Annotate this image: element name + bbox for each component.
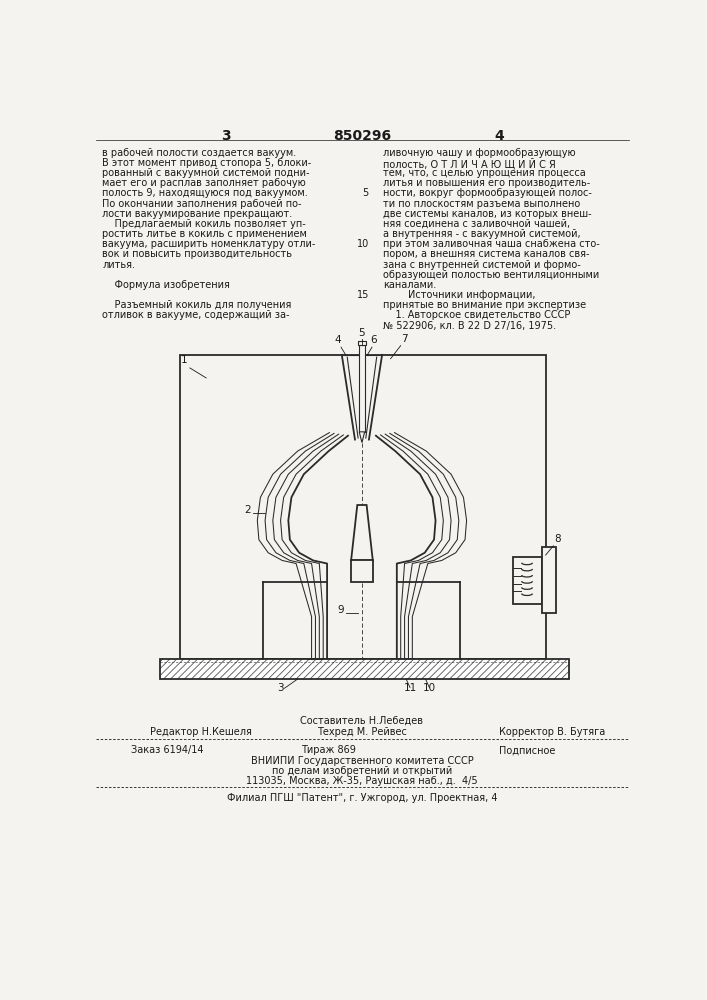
Text: зана с внутренней системой и формо-: зана с внутренней системой и формо-: [383, 260, 580, 270]
Text: В этот момент привод стопора 5, блоки-: В этот момент привод стопора 5, блоки-: [103, 158, 312, 168]
Text: пором, а внешняя система каналов свя-: пором, а внешняя система каналов свя-: [383, 249, 590, 259]
Text: 10: 10: [356, 239, 369, 249]
Text: литья и повышения его производитель-: литья и повышения его производитель-: [383, 178, 590, 188]
Polygon shape: [359, 432, 365, 443]
Text: 10: 10: [423, 683, 436, 693]
Text: 15: 15: [356, 290, 369, 300]
Text: 9: 9: [337, 605, 344, 615]
Text: лости вакуумирование прекращают.: лости вакуумирование прекращают.: [103, 209, 293, 219]
Text: Заказ 6194/14: Заказ 6194/14: [131, 745, 204, 755]
Text: 5: 5: [358, 328, 365, 338]
Text: при этом заливочная чаша снабжена сто-: при этом заливочная чаша снабжена сто-: [383, 239, 600, 249]
Text: тем, что, с целью упрощения процесса: тем, что, с целью упрощения процесса: [383, 168, 585, 178]
Text: Техред М. Рейвес: Техред М. Рейвес: [317, 727, 407, 737]
Text: ти по плоскостям разъема выполнено: ти по плоскостям разъема выполнено: [383, 199, 580, 209]
Text: а внутренняя - с вакуумной системой,: а внутренняя - с вакуумной системой,: [383, 229, 580, 239]
Text: 3: 3: [277, 683, 284, 693]
Text: принятые во внимание при экспертизе: принятые во внимание при экспертизе: [383, 300, 586, 310]
Text: 5: 5: [363, 188, 369, 198]
Text: 1: 1: [181, 355, 188, 365]
Text: 113035, Москва, Ж-35, Раушская наб., д.  4/5: 113035, Москва, Ж-35, Раушская наб., д. …: [246, 776, 478, 786]
Text: Корректор В. Бутяга: Корректор В. Бутяга: [499, 727, 605, 737]
Text: 1. Авторское свидетельство СССР: 1. Авторское свидетельство СССР: [383, 310, 571, 320]
Text: вакуума, расширить номенклатуру отли-: вакуума, расширить номенклатуру отли-: [103, 239, 316, 249]
Text: Составитель Н.Лебедев: Составитель Н.Лебедев: [300, 716, 423, 726]
Bar: [513, 557, 542, 604]
Text: ВНИИПИ Государственного комитета СССР: ВНИИПИ Государственного комитета СССР: [250, 756, 473, 766]
Text: две системы каналов, из которых внеш-: две системы каналов, из которых внеш-: [383, 209, 592, 219]
Text: полость, О Т Л И Ч А Ю Щ И Й С Я: полость, О Т Л И Ч А Ю Щ И Й С Я: [383, 158, 556, 170]
Bar: [359, 345, 365, 432]
Text: литья.: литья.: [103, 260, 135, 270]
Text: 3: 3: [221, 129, 230, 143]
Text: отливок в вакууме, содержащий за-: отливок в вакууме, содержащий за-: [103, 310, 290, 320]
Text: Филиал ПГШ "Патент", г. Ужгород, ул. Проектная, 4: Филиал ПГШ "Патент", г. Ужгород, ул. Про…: [227, 793, 497, 803]
Text: 7: 7: [402, 334, 408, 344]
Text: Разъемный кокиль для получения: Разъемный кокиль для получения: [103, 300, 292, 310]
Text: ности, вокруг формообразующей полос-: ности, вокруг формообразующей полос-: [383, 188, 592, 198]
Text: ливочную чашу и формообразующую: ливочную чашу и формообразующую: [383, 148, 575, 158]
Text: Тираж 869: Тираж 869: [301, 745, 356, 755]
Text: По окончании заполнения рабочей по-: По окончании заполнения рабочей по-: [103, 199, 302, 209]
Text: мает его и расплав заполняет рабочую: мает его и расплав заполняет рабочую: [103, 178, 306, 188]
Polygon shape: [351, 505, 373, 560]
Text: Предлагаемый кокиль позволяет уп-: Предлагаемый кокиль позволяет уп-: [103, 219, 306, 229]
Text: образующей полостью вентиляционными: образующей полостью вентиляционными: [383, 270, 599, 280]
Text: Формула изобретения: Формула изобретения: [103, 280, 230, 290]
Text: 11: 11: [404, 683, 416, 693]
Bar: [351, 560, 373, 582]
Text: рованный с вакуумной системой подни-: рованный с вакуумной системой подни-: [103, 168, 310, 178]
Text: полость 9, находящуюся под вакуумом.: полость 9, находящуюся под вакуумом.: [103, 188, 308, 198]
Text: 850296: 850296: [333, 129, 391, 143]
Text: каналами.: каналами.: [383, 280, 436, 290]
Text: в рабочей полости создается вакуум.: в рабочей полости создается вакуум.: [103, 148, 296, 158]
Text: Источники информации,: Источники информации,: [383, 290, 535, 300]
Bar: [542, 547, 556, 613]
Text: 6: 6: [370, 335, 377, 345]
Text: 2: 2: [244, 505, 250, 515]
Text: 4: 4: [334, 335, 341, 345]
Text: 4: 4: [494, 129, 504, 143]
Bar: [160, 659, 569, 679]
Text: вок и повысить производительность: вок и повысить производительность: [103, 249, 292, 259]
Text: № 522906, кл. В 22 D 27/16, 1975.: № 522906, кл. В 22 D 27/16, 1975.: [383, 321, 556, 331]
Text: Редактор Н.Кешеля: Редактор Н.Кешеля: [151, 727, 252, 737]
Text: по делам изобретений и открытий: по делам изобретений и открытий: [271, 766, 452, 776]
Text: 8: 8: [554, 534, 561, 544]
Text: няя соединена с заливочной чашей,: няя соединена с заливочной чашей,: [383, 219, 570, 229]
Bar: [358, 341, 366, 345]
Text: Подписное: Подписное: [499, 745, 556, 755]
Bar: [180, 355, 546, 659]
Text: ростить литье в кокиль с применением: ростить литье в кокиль с применением: [103, 229, 308, 239]
